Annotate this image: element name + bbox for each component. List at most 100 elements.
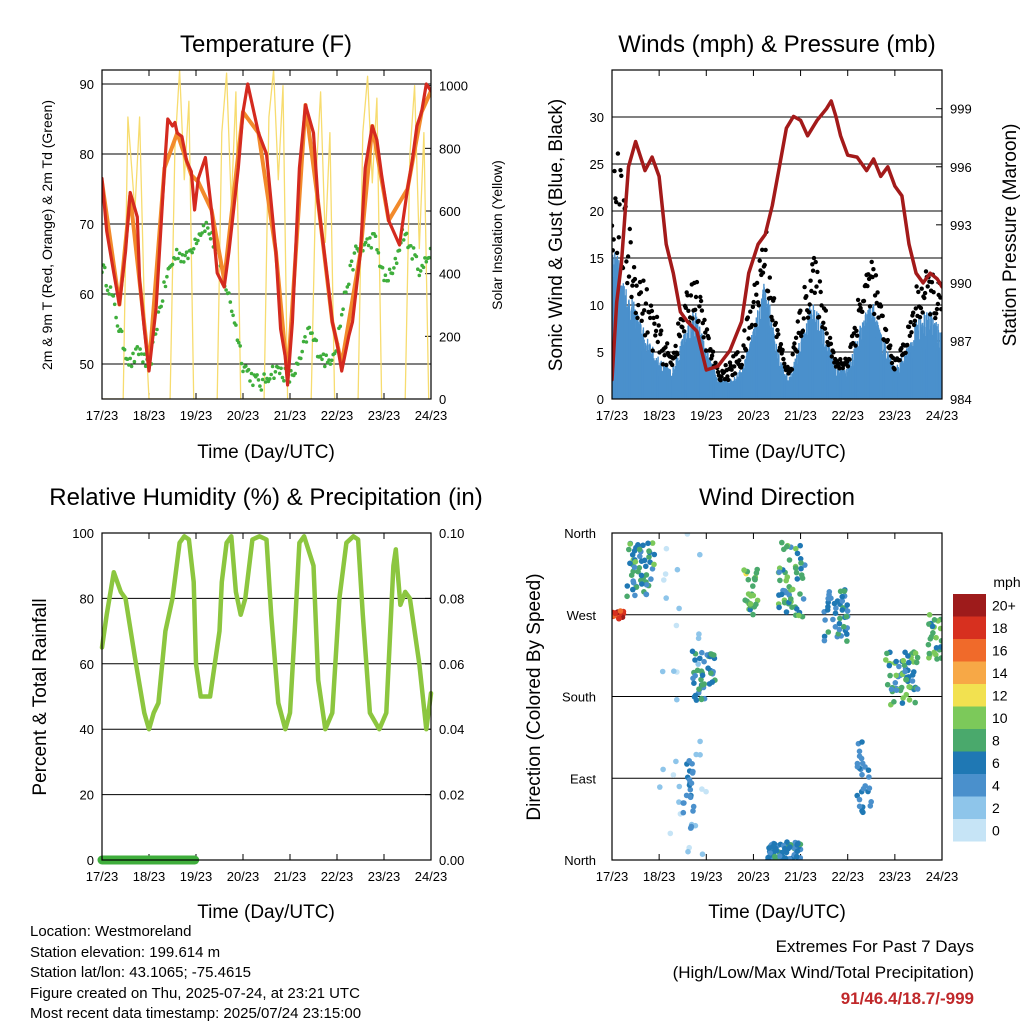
direction-point (865, 767, 872, 773)
temperature-ylabel-right: Solar Insolation (Yellow) (489, 160, 505, 310)
dewpoint-point (224, 288, 228, 292)
direction-point (902, 649, 908, 656)
gust-point (635, 315, 640, 321)
dewpoint-point (139, 352, 144, 356)
gust-point (935, 301, 941, 307)
gust-point (710, 349, 716, 354)
direction-point (649, 566, 656, 572)
dewpoint-point (108, 285, 113, 289)
dewpoint-point (282, 379, 286, 383)
y-tick-label: 90 (80, 77, 94, 92)
gust-point (677, 334, 683, 339)
direction-point (893, 687, 900, 693)
dewpoint-point (310, 331, 314, 335)
gust-point (639, 318, 644, 323)
gust-point (934, 306, 940, 312)
gust-point (651, 315, 656, 321)
x-tick-label: 24/23 (415, 869, 448, 884)
gust-point (612, 237, 616, 242)
direction-point (782, 845, 788, 852)
gust-point (837, 366, 842, 371)
gust-point (872, 311, 877, 317)
direction-point (753, 601, 759, 608)
colorbar-label: 18 (992, 620, 1008, 636)
gust-point (922, 295, 927, 301)
gust-point (775, 327, 780, 333)
gust-point (648, 303, 654, 308)
y-tick-label: 0 (597, 392, 604, 407)
direction-point (839, 607, 846, 613)
dewpoint-point (196, 238, 200, 243)
direction-point (699, 786, 705, 792)
dewpoint-point (373, 234, 378, 238)
y-right-tick-label: 984 (950, 392, 972, 407)
dewpoint-point (228, 300, 233, 304)
x-tick-label: 19/23 (690, 408, 723, 423)
dewpoint-point (296, 362, 300, 366)
direction-point (651, 551, 658, 558)
gust-point (892, 367, 897, 372)
dewpoint-point (416, 267, 420, 272)
x-tick-label: 18/23 (643, 408, 676, 423)
gust-point (634, 283, 639, 288)
direction-point (698, 676, 704, 683)
gust-point (659, 328, 664, 333)
direction-point (797, 556, 804, 562)
gust-point (934, 311, 939, 316)
gust-point (630, 283, 635, 288)
colorbar-swatch (953, 706, 986, 729)
gust-point (619, 173, 624, 178)
dewpoint-point (375, 248, 379, 252)
gust-point (629, 294, 634, 300)
direction-point (856, 796, 863, 803)
direction-point (690, 803, 697, 810)
dewpoint-point (303, 335, 307, 339)
gust-point (908, 320, 913, 325)
direction-point (884, 681, 891, 688)
dewpoint-point (328, 362, 333, 366)
gust-point (782, 361, 787, 366)
colorbar-label: 8 (992, 732, 1000, 748)
gust-point (781, 356, 786, 362)
location-text: Location: Westmoreland (30, 923, 192, 940)
dewpoint-point (234, 323, 238, 327)
y-tick-label: 100 (72, 526, 94, 541)
temperature-xlabel: Time (Day/UTC) (197, 442, 335, 463)
direction-point (821, 637, 828, 644)
direction-point (844, 631, 850, 637)
gust-point (750, 304, 756, 310)
gust-point (737, 358, 742, 363)
dewpoint-point (394, 261, 399, 266)
direction-point (784, 543, 790, 550)
direction-point (626, 546, 632, 553)
gust-point (914, 284, 919, 289)
gust-point (713, 360, 718, 365)
direction-point (784, 574, 791, 580)
dewpoint-point (300, 349, 305, 354)
dewpoint-point (327, 358, 331, 362)
gust-point (827, 335, 833, 341)
dewpoint-point (128, 356, 132, 361)
direction-point (769, 844, 776, 850)
direction-point (888, 686, 895, 693)
gust-point (699, 308, 705, 313)
dewpoint-point (323, 364, 327, 369)
y-right-tick-label: 999 (950, 102, 972, 117)
direction-point (821, 633, 828, 640)
direction-point (783, 609, 790, 615)
gust-point (793, 335, 799, 340)
gust-point (812, 290, 817, 295)
direction-point (893, 672, 899, 679)
direction-point (741, 567, 747, 573)
direction-point (886, 662, 893, 669)
dewpoint-point (206, 226, 210, 230)
direction-point (631, 548, 638, 554)
dewpoint-point (138, 347, 142, 351)
dewpoint-point (114, 315, 118, 320)
gust-point (858, 305, 863, 311)
direction-point (639, 581, 645, 587)
humidity-panel: Relative Humidity (%) & Precipitation (i… (30, 484, 483, 923)
direction-point (860, 809, 866, 816)
direction-point (628, 572, 635, 578)
dewpoint-point (183, 253, 187, 258)
